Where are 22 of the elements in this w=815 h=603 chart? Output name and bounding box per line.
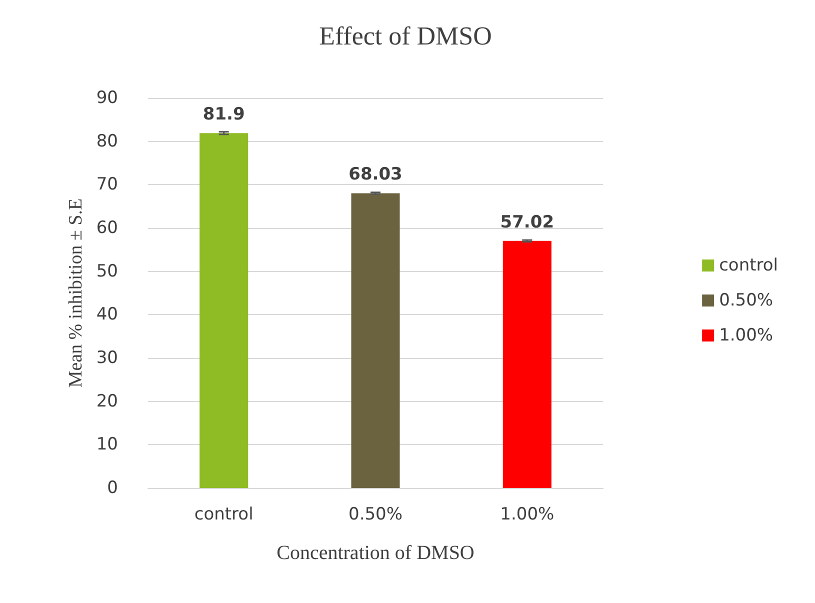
y-axis-title: Mean % inhibition ± S.E (65, 198, 86, 388)
y-tick-label: 0 (107, 478, 118, 498)
data-label: 81.9 (202, 104, 245, 125)
legend-label: control (719, 256, 778, 276)
y-tick-label: 70 (96, 174, 118, 195)
y-tick-label: 30 (96, 348, 118, 368)
y-tick-label: 60 (96, 218, 118, 238)
y-tick-label: 80 (96, 131, 118, 152)
y-tick-label: 50 (96, 261, 118, 282)
x-tick-label: 1.00% (500, 504, 554, 524)
x-tick-label: 0.50% (348, 504, 403, 524)
x-axis-title: Concentration of DMSO (276, 542, 474, 564)
y-tick-label: 10 (96, 434, 118, 455)
x-tick-label: control (194, 504, 254, 524)
y-tick-label: 20 (96, 391, 118, 412)
legend-label: 1.00% (719, 326, 774, 346)
data-label: 68.03 (348, 164, 402, 185)
y-tick-label: 90 (96, 88, 118, 108)
chart-title: Effect of DMSO (319, 22, 492, 50)
y-tick-label: 40 (96, 304, 118, 325)
legend-label: 0.50% (719, 290, 774, 310)
data-label: 57.02 (500, 212, 554, 232)
